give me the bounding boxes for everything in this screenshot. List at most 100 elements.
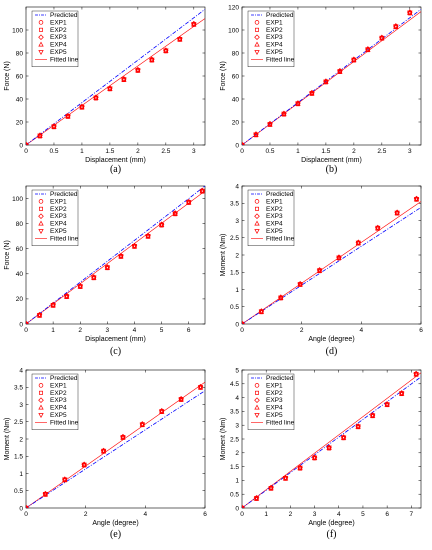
legend-item-exp2: EXP2: [39, 27, 67, 34]
y-tick-label: 3: [235, 218, 239, 225]
x-tick-label: 5: [160, 327, 164, 334]
data-point: [91, 274, 97, 281]
marker-triangle-down: [81, 462, 87, 468]
data-point: [398, 390, 405, 397]
marker-triangle-down: [51, 124, 57, 130]
x-tick-label: 2.5: [377, 148, 386, 155]
fitted-line: [26, 381, 205, 508]
legend-item-exp4: EXP4: [254, 220, 283, 228]
legend-item-exp1: EXP1: [38, 198, 67, 205]
marker-triangle-down: [145, 234, 151, 239]
y-tick-label: 1: [235, 287, 239, 294]
marker-triangle-up: [38, 404, 44, 410]
x-tick-label: 6: [385, 511, 389, 518]
data-point: [172, 210, 178, 217]
y-tick-label: 1.5: [14, 454, 23, 461]
data-point: [309, 89, 315, 96]
marker-triangle-down: [104, 265, 111, 271]
marker-triangle-down: [135, 68, 141, 73]
marker-triangle-down: [281, 111, 287, 117]
y-tick-label: 120: [228, 4, 239, 11]
x-tick-label: 4: [144, 511, 148, 518]
legend-label: EXP4: [50, 405, 67, 412]
marker-triangle-down: [38, 50, 44, 56]
data-point: [149, 56, 155, 63]
legend-label: Predicted: [50, 375, 78, 382]
marker-triangle-down: [191, 22, 197, 27]
marker-triangle-down: [38, 229, 44, 235]
y-tick-label: 2: [235, 450, 239, 457]
x-tick-label: 3: [106, 327, 110, 334]
legend-item-exp3: EXP3: [254, 397, 283, 404]
marker-triangle-down: [355, 240, 362, 246]
y-tick-label: 0.5: [14, 488, 23, 495]
marker-circle: [38, 383, 44, 388]
chart-panel-4: 0 2 4 6 0 0.5 1 1.5 2 2.5 3 3.5 4 Angle (degree) Momen…: [220, 183, 423, 357]
y-tick-label: 60: [16, 246, 24, 253]
legend-item-exp1: EXP1: [38, 19, 67, 26]
data-point: [177, 35, 183, 42]
legend-item-predicted: Predicted: [251, 12, 294, 19]
y-tick-label: 3.5: [230, 201, 239, 208]
legend-item-exp2: EXP2: [39, 390, 67, 397]
legend-label: EXP4: [266, 405, 283, 412]
y-tick-label: 4: [19, 367, 23, 374]
marker-triangle-down: [336, 255, 342, 261]
legend-item-exp3: EXP3: [254, 213, 283, 220]
x-tick-label: 2: [84, 511, 88, 518]
y-tick-label: 2.5: [14, 419, 23, 426]
data-point: [242, 504, 245, 508]
panel-caption: (e): [110, 529, 121, 540]
chart-panel-1: 0 0.5 1 1.5 2 2.5 3 0 20 40 60 80 100 Displacement (m…: [4, 6, 206, 175]
marker-triangle-down: [267, 122, 273, 128]
legend-box: [247, 373, 295, 430]
x-tick-label: 0: [24, 327, 28, 334]
marker-square: [26, 506, 28, 508]
data-point: [267, 120, 273, 128]
legend-label: Fitted line: [266, 419, 295, 426]
marker-triangle-down: [93, 95, 99, 101]
y-tick-label: 20: [16, 296, 24, 303]
marker-triangle-down: [121, 77, 127, 83]
legend-label: EXP2: [50, 27, 67, 34]
data-point: [131, 242, 138, 249]
x-axis-label: Angle (degree): [92, 520, 138, 527]
legend-label: EXP3: [266, 397, 283, 404]
marker-triangle-down: [323, 79, 329, 85]
legend-item-fitted-line: Fitted line: [35, 419, 79, 426]
x-axis-label: Displacement (mm): [85, 157, 146, 164]
legend-item-fitted-line: Fitted line: [251, 419, 295, 426]
y-tick-label: 60: [232, 73, 240, 80]
panel-caption: (d): [326, 346, 338, 357]
marker-triangle-down: [393, 24, 399, 30]
y-tick-label: 1: [235, 478, 239, 485]
marker-triangle-down: [149, 57, 155, 63]
data-point: [323, 78, 329, 85]
marker-triangle-down: [407, 10, 413, 16]
plot-area: [242, 8, 421, 145]
y-tick-label: 80: [16, 221, 24, 228]
data-point: [50, 301, 56, 308]
legend-label: EXP1: [50, 382, 67, 389]
data-point: [26, 504, 29, 508]
legend-item-exp4: EXP4: [254, 41, 283, 49]
y-tick-label: 0: [19, 505, 23, 512]
data-point: [242, 141, 245, 145]
y-tick-label: 0.5: [230, 304, 239, 311]
y-tick-label: 3: [19, 402, 23, 409]
marker-diamond: [254, 34, 260, 40]
data-point: [340, 434, 347, 441]
x-tick-label: 6: [187, 327, 191, 334]
y-axis-label: Moment (Nm): [220, 234, 227, 277]
x-axis-label: Angle (degree): [308, 520, 354, 527]
data-point: [197, 383, 204, 390]
y-tick-label: 5: [235, 367, 239, 374]
data-point: [282, 474, 289, 481]
data-point: [413, 370, 419, 377]
marker-triangle-down: [37, 133, 43, 139]
marker-triangle-down: [398, 391, 405, 397]
data-point: [297, 464, 303, 471]
x-tick-label: 2: [136, 148, 140, 155]
marker-triangle-down: [107, 86, 113, 92]
